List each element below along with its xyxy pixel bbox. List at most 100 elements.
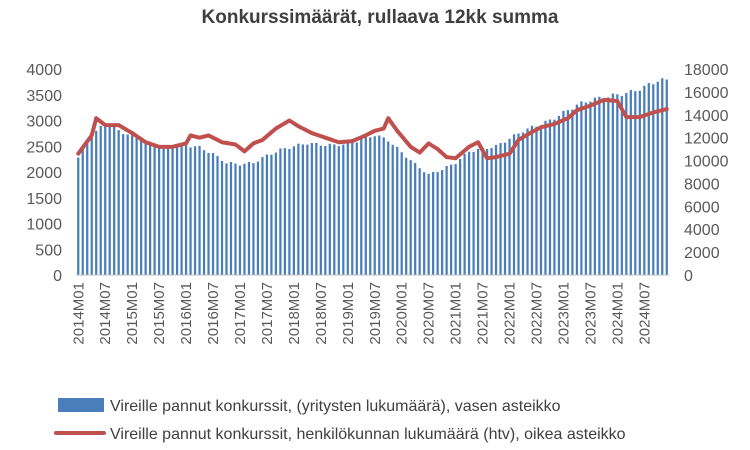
bar: [234, 163, 237, 275]
bar: [175, 146, 179, 275]
left-tick-label: 3500: [26, 88, 62, 105]
bar: [243, 163, 246, 275]
x-tick-label: 2014M07: [97, 282, 114, 345]
left-tick-label: 2000: [26, 165, 62, 182]
bar: [162, 145, 165, 275]
left-tick-label: 0: [53, 268, 62, 285]
bar: [220, 160, 224, 275]
bar: [467, 151, 471, 275]
bar: [95, 130, 98, 275]
bar: [652, 84, 655, 276]
right-axis: 0 2000 4000 6000 8000 10000 12000 14000 16000 180…: [684, 62, 729, 285]
bar: [117, 130, 120, 275]
bar: [171, 147, 174, 275]
legend: Vireille pannut konkurssit, (yritysten l…: [54, 398, 626, 443]
bar: [463, 153, 466, 275]
bar: [665, 79, 668, 276]
bar: [153, 146, 156, 275]
bar: [607, 97, 610, 275]
bar: [288, 148, 291, 275]
bar: [292, 146, 296, 275]
x-tick-label: 2016M07: [205, 282, 222, 345]
bar: [229, 161, 233, 275]
x-tick-label: 2019M01: [340, 282, 357, 345]
x-tick-label: 2017M07: [259, 282, 276, 345]
bar: [432, 171, 435, 275]
bar: [445, 166, 448, 275]
bar: [207, 152, 210, 275]
bar: [113, 126, 116, 276]
bar: [643, 85, 646, 275]
bar: [481, 147, 484, 275]
legend-item-bars: Vireille pannut konkurssit, (yritysten l…: [58, 398, 561, 415]
bar: [122, 134, 125, 275]
bar: [387, 141, 390, 275]
bar: [99, 125, 102, 275]
bar: [423, 172, 426, 275]
bar: [553, 119, 556, 275]
right-tick-label: 4000: [684, 222, 720, 239]
bar: [202, 150, 206, 275]
x-tick-label: 2022M01: [502, 282, 519, 345]
bar: [454, 164, 457, 275]
bar: [382, 137, 385, 275]
bar: [238, 165, 242, 275]
chart-title: Konkurssimäärät, rullaava 12kk summa: [202, 7, 559, 28]
bar: [436, 172, 439, 275]
bar: [378, 135, 381, 275]
bar: [472, 151, 475, 275]
bar: [508, 138, 511, 275]
bar: [580, 101, 583, 275]
bar: [575, 104, 579, 275]
left-tick-label: 4000: [26, 62, 62, 79]
bar: [485, 149, 489, 275]
x-tick-label: 2023M01: [555, 282, 572, 345]
bar: [351, 142, 354, 275]
bar: [261, 157, 264, 275]
bar: [499, 143, 502, 275]
bar: [256, 161, 260, 275]
legend-item-line: Vireille pannut konkurssit, henkilökunna…: [54, 426, 626, 443]
x-tick-label: 2024M07: [636, 282, 653, 345]
x-tick-label: 2020M07: [421, 282, 438, 345]
bar: [449, 164, 453, 275]
bar: [315, 142, 318, 275]
bar: [198, 145, 201, 275]
bar: [189, 147, 192, 275]
bar: [656, 81, 659, 275]
bar: [216, 155, 219, 275]
left-tick-label: 1500: [26, 191, 62, 208]
x-tick-label: 2022M07: [528, 282, 545, 345]
bar: [535, 126, 538, 276]
bar: [598, 96, 601, 275]
right-tick-label: 0: [684, 268, 693, 285]
x-tick-label: 2020M01: [394, 282, 411, 345]
bar: [661, 78, 664, 275]
bar: [526, 128, 529, 275]
x-tick-label: 2015M01: [124, 282, 141, 345]
right-tick-label: 18000: [684, 62, 729, 79]
bar: [647, 83, 650, 275]
x-tick-label: 2014M01: [70, 282, 87, 345]
bar: [539, 125, 543, 276]
bar: [476, 148, 480, 275]
bar: [108, 126, 111, 275]
x-tick-label: 2023M07: [582, 282, 599, 345]
bar: [184, 145, 188, 275]
legend-swatch-bars: [58, 398, 104, 412]
right-tick-label: 6000: [684, 199, 720, 216]
bar: [324, 145, 327, 275]
right-tick-label: 16000: [684, 85, 729, 102]
bar: [571, 109, 574, 275]
left-tick-label: 2500: [26, 139, 62, 156]
bar: [544, 120, 547, 275]
bar: [265, 154, 269, 275]
bar: [638, 90, 641, 275]
legend-label-bars: Vireille pannut konkurssit, (yritysten l…: [110, 398, 561, 415]
bar: [131, 134, 134, 275]
x-tick-label: 2021M07: [475, 282, 492, 345]
bar: [252, 163, 255, 275]
bar: [369, 137, 372, 275]
bar: [400, 152, 403, 275]
